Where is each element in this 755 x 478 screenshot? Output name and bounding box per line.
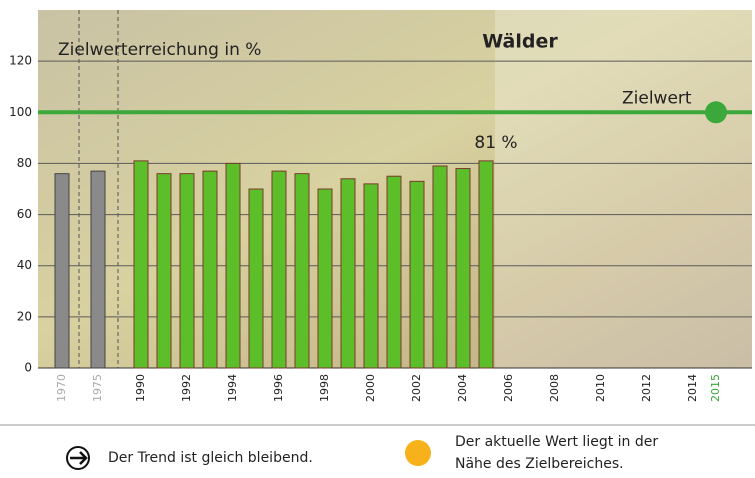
y-tick-label: 20 <box>17 309 32 323</box>
bar <box>248 188 264 369</box>
bar <box>363 183 379 369</box>
bar <box>90 170 106 369</box>
status-text: Der aktuelle Wert liegt in der <box>455 434 658 450</box>
x-tick-label: 2012 <box>640 374 653 402</box>
bar <box>432 165 448 369</box>
x-tick-label: 1998 <box>318 374 331 402</box>
x-tick-label: 2004 <box>456 374 469 402</box>
trend-text: Der Trend ist gleich bleibend. <box>108 450 313 466</box>
bar <box>133 160 149 369</box>
bar <box>386 175 402 369</box>
bar <box>455 168 471 369</box>
bar <box>409 180 425 369</box>
x-tick-label: 2006 <box>502 374 515 402</box>
bar <box>179 173 195 369</box>
bar <box>340 178 356 369</box>
x-tick-label: 1975 <box>91 374 104 402</box>
x-tick-label: 2015 <box>709 374 722 402</box>
bar <box>202 170 218 369</box>
x-tick-label: 2008 <box>548 374 561 402</box>
status-icon <box>405 440 431 466</box>
x-tick-label: 1970 <box>55 374 68 402</box>
value-label: 81 % <box>474 133 517 153</box>
y-tick-label: 120 <box>9 54 32 68</box>
x-tick-label: 1990 <box>134 374 147 402</box>
x-tick-label: 2014 <box>686 374 699 402</box>
y-tick-label: 80 <box>17 156 32 170</box>
trend-arrow <box>70 451 88 465</box>
x-tick-label: 2010 <box>594 374 607 402</box>
x-tick-label: 2002 <box>410 374 423 402</box>
x-tick-label: 2000 <box>364 374 377 402</box>
bar <box>317 188 333 369</box>
bar <box>478 160 494 369</box>
bar <box>156 173 172 369</box>
status-text: Nähe des Zielbereiches. <box>455 456 624 472</box>
y-tick-label: 100 <box>9 105 32 119</box>
x-tick-label: 1992 <box>180 374 193 402</box>
target-point <box>705 101 727 124</box>
y-tick-label: 60 <box>17 207 32 221</box>
bar <box>271 170 287 369</box>
y-axis-label: Zielwerterreichung in % <box>58 40 261 60</box>
chart-title: Wälder <box>482 31 558 53</box>
bar <box>54 173 70 369</box>
future-area <box>495 10 752 368</box>
y-tick-label: 40 <box>17 258 32 272</box>
x-tick-label: 1994 <box>226 374 239 402</box>
bar <box>225 162 241 369</box>
x-tick-label: 1996 <box>272 374 285 402</box>
y-tick-label: 0 <box>24 361 32 375</box>
target-label: Zielwert <box>622 88 692 108</box>
bar <box>294 173 310 369</box>
